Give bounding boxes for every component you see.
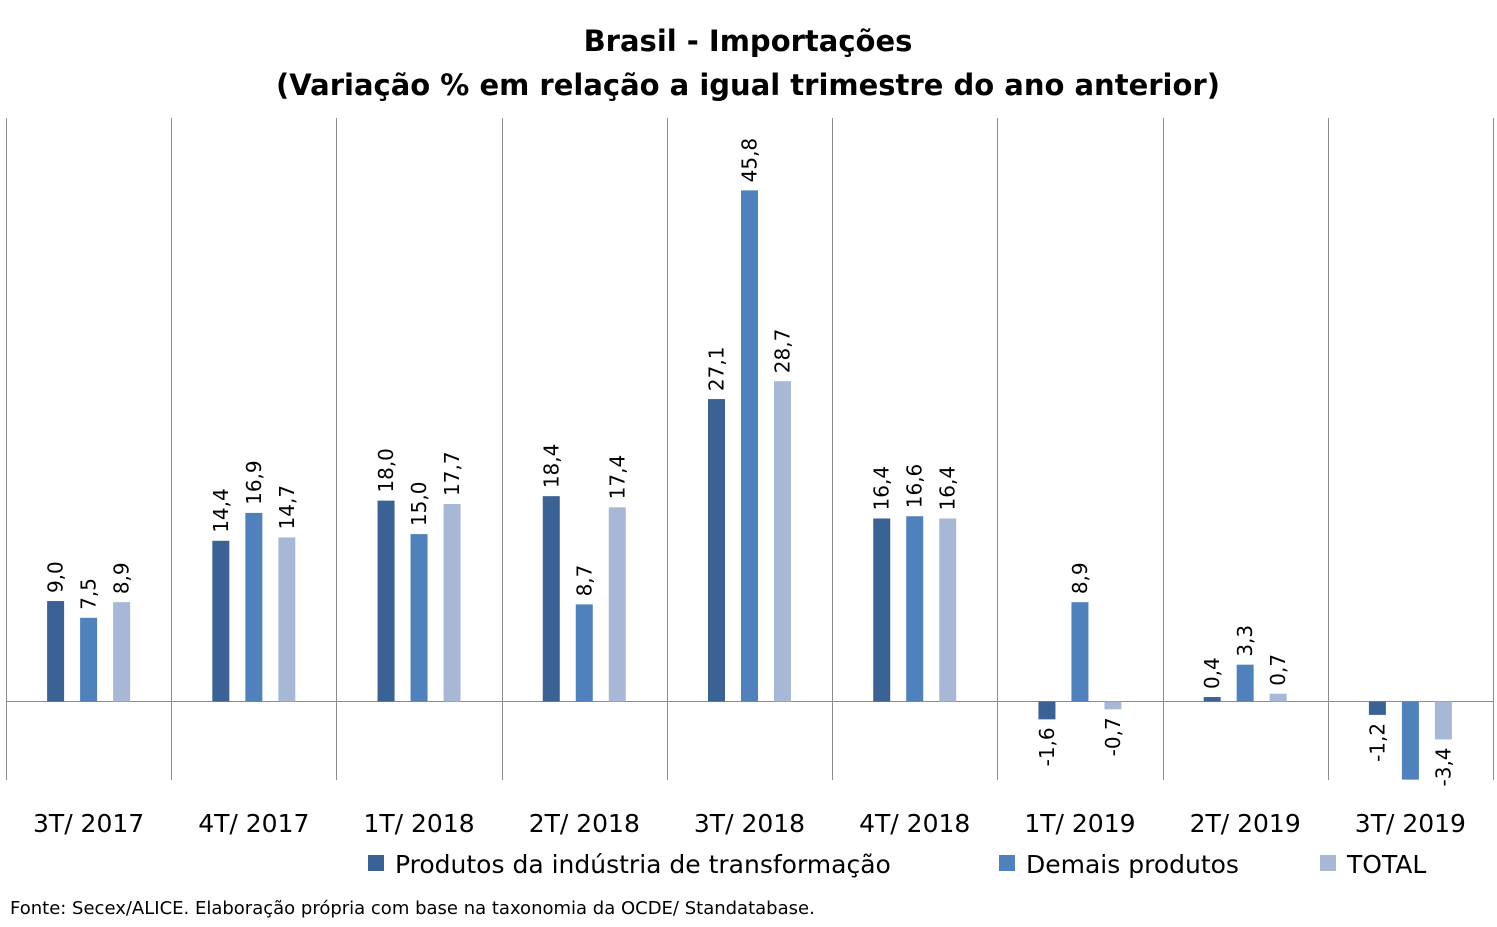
bar <box>212 540 230 702</box>
bar <box>873 518 891 702</box>
data-label: 17,7 <box>440 451 464 496</box>
bar <box>1071 602 1089 702</box>
bar <box>80 617 98 702</box>
data-label: 28,7 <box>771 329 795 374</box>
legend-label: Demais produtos <box>1026 850 1239 879</box>
bar <box>443 503 461 702</box>
bar <box>245 512 263 702</box>
legend-swatch <box>999 855 1015 871</box>
data-label: 18,4 <box>539 444 563 489</box>
plot-area: 9,0 7,5 8,9 3T/ 2017 14,4 16,9 14,7 4T/ 2017 18,… <box>6 118 1494 838</box>
category-label: 3T/ 2019 <box>1355 809 1466 838</box>
chart-subtitle: (Variação % em relação a igual trimestre… <box>276 68 1220 102</box>
data-label: 9,0 <box>44 561 68 593</box>
legend: Produtos da indústria de transformação De… <box>368 850 1426 879</box>
bar <box>1434 701 1452 740</box>
data-label: 8,9 <box>1068 562 1092 594</box>
bar <box>1104 701 1122 710</box>
data-label: 18,0 <box>374 448 398 493</box>
data-label: 3,3 <box>1233 625 1257 657</box>
category-label: 3T/ 2018 <box>694 809 805 838</box>
data-label: -1,2 <box>1365 723 1389 762</box>
bar <box>542 496 560 702</box>
category-label: 3T/ 2017 <box>33 809 144 838</box>
data-label: 45,8 <box>738 138 762 183</box>
data-label: 14,4 <box>209 488 233 533</box>
data-label: -1,6 <box>1035 727 1059 766</box>
source-note: Fonte: Secex/ALICE. Elaboração própria c… <box>10 898 815 919</box>
bar <box>708 399 725 702</box>
data-label: 16,9 <box>242 460 266 505</box>
legend-swatch <box>368 855 384 871</box>
category-label: 1T/ 2019 <box>1024 809 1135 838</box>
bar <box>906 516 924 702</box>
bar <box>1368 701 1386 715</box>
category-label: 2T/ 2018 <box>529 809 640 838</box>
bar <box>741 190 758 702</box>
bar <box>608 507 626 702</box>
category-label: 4T/ 2017 <box>198 809 309 838</box>
bar <box>1269 693 1287 702</box>
bar <box>939 518 957 702</box>
data-label: 8,7 <box>572 565 596 597</box>
bar <box>1203 697 1221 702</box>
bar <box>278 537 296 702</box>
category-label: 1T/ 2018 <box>363 809 474 838</box>
bar <box>1038 701 1056 720</box>
data-label: 16,6 <box>903 464 927 509</box>
category-label: 4T/ 2018 <box>859 809 970 838</box>
bar <box>113 602 131 702</box>
bar <box>1401 701 1419 780</box>
bar <box>774 381 791 702</box>
legend-swatch <box>1320 855 1336 871</box>
legend-label: TOTAL <box>1346 850 1426 879</box>
data-label: 16,4 <box>936 466 960 511</box>
data-label: 0,4 <box>1200 657 1224 689</box>
bar <box>1236 664 1254 702</box>
data-label: 14,7 <box>275 485 299 530</box>
bar <box>47 601 65 702</box>
chart-title: Brasil - Importações <box>584 24 913 58</box>
data-label: 7,5 <box>77 578 101 610</box>
bar <box>575 604 593 702</box>
data-label: 16,4 <box>870 466 894 511</box>
data-label: -0,7 <box>1101 717 1125 756</box>
data-label: 15,0 <box>407 482 431 527</box>
category-label: 2T/ 2019 <box>1190 809 1301 838</box>
data-label: 8,9 <box>110 562 134 594</box>
data-label: 17,4 <box>605 455 629 500</box>
legend-label: Produtos da indústria de transformação <box>395 850 891 879</box>
data-label: 0,7 <box>1266 654 1290 686</box>
data-label: 27,1 <box>705 347 729 392</box>
bar <box>410 534 428 702</box>
bar <box>377 500 395 702</box>
data-label: -3,4 <box>1431 747 1455 786</box>
